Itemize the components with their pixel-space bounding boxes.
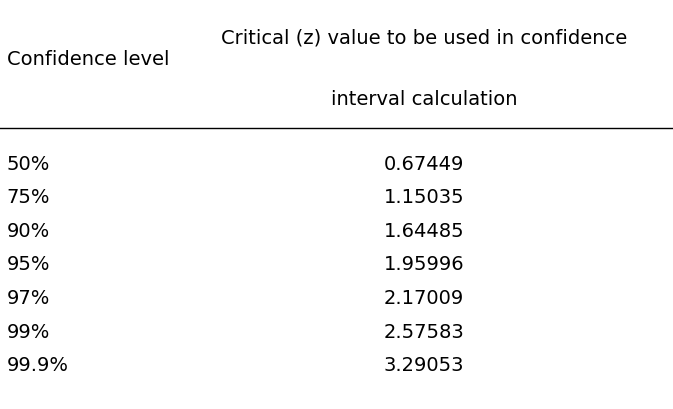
Text: interval calculation: interval calculation [330, 90, 518, 109]
Text: 99%: 99% [7, 322, 50, 341]
Text: 75%: 75% [7, 188, 50, 207]
Text: 1.95996: 1.95996 [384, 255, 464, 274]
Text: 2.57583: 2.57583 [384, 322, 464, 341]
Text: 99.9%: 99.9% [7, 355, 69, 374]
Text: Confidence level: Confidence level [7, 50, 169, 69]
Text: 1.64485: 1.64485 [384, 221, 464, 240]
Text: 90%: 90% [7, 221, 50, 240]
Text: 50%: 50% [7, 154, 50, 173]
Text: 0.67449: 0.67449 [384, 154, 464, 173]
Text: 95%: 95% [7, 255, 50, 274]
Text: 1.15035: 1.15035 [384, 188, 464, 207]
Text: 97%: 97% [7, 288, 50, 307]
Text: 3.29053: 3.29053 [384, 355, 464, 374]
Text: Critical (z) value to be used in confidence: Critical (z) value to be used in confide… [221, 29, 627, 47]
Text: 2.17009: 2.17009 [384, 288, 464, 307]
